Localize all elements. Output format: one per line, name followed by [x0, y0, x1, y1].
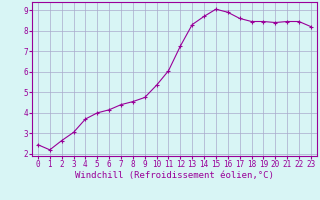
X-axis label: Windchill (Refroidissement éolien,°C): Windchill (Refroidissement éolien,°C) [75, 171, 274, 180]
